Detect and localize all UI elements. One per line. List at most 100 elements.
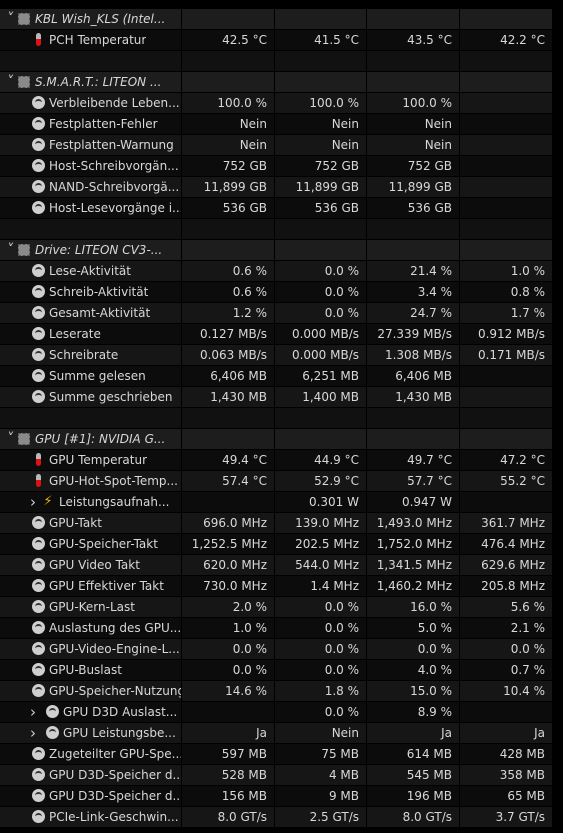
gauge-icon bbox=[30, 347, 46, 363]
sensor-name-cell: ˅ GPU [#1]: NVIDIA G... bbox=[0, 428, 181, 449]
sensor-row[interactable]: Schreibrate 0.063 MB/s 0.000 MB/s 1.308 MB/… bbox=[0, 344, 563, 365]
avg-value-cell bbox=[460, 113, 552, 134]
sensor-group-row[interactable]: ˅ KBL Wish_KLS (Intel... bbox=[0, 8, 563, 29]
sensor-row[interactable]: Gesamt-Aktivität 1.2 % 0.0 % 24.7 % 1.7 % bbox=[0, 302, 563, 323]
sensor-row[interactable]: Auslastung des GPU... 1.0 % 0.0 % 5.0 % 2.1 … bbox=[0, 617, 563, 638]
sensor-row[interactable]: Host-Lesevorgänge i... 536 GB 536 GB 536 GB bbox=[0, 197, 563, 218]
sensor-row[interactable]: Festplatten-Fehler Nein Nein Nein bbox=[0, 113, 563, 134]
chevron-right-icon[interactable]: › bbox=[30, 702, 36, 721]
chevron-down-icon[interactable]: ˅ bbox=[5, 430, 13, 447]
sensor-row[interactable]: GPU Temperatur 49.4 °C 44.9 °C 49.7 °C 47.2 … bbox=[0, 449, 563, 470]
sensor-name-cell: Summe gelesen bbox=[0, 365, 181, 386]
avg-value-cell bbox=[460, 365, 552, 386]
sensor-row[interactable]: GPU-Speicher-Takt 1,252.5 MHz 202.5 MHz 1,7… bbox=[0, 533, 563, 554]
sensor-row[interactable]: GPU-Hot-Spot-Temp... 57.4 °C 52.9 °C 57.7 °… bbox=[0, 470, 563, 491]
sensor-name-cell: GPU-Kern-Last bbox=[0, 596, 181, 617]
sensor-name-cell bbox=[0, 218, 181, 239]
min-value-cell: 0.0 % bbox=[275, 281, 366, 302]
sensor-row[interactable]: GPU Effektiver Takt 730.0 MHz 1.4 MHz 1,460… bbox=[0, 575, 563, 596]
avg-value-cell: 47.2 °C bbox=[460, 449, 552, 470]
sensor-group-row[interactable]: ˅ GPU [#1]: NVIDIA G... bbox=[0, 428, 563, 449]
current-value-cell: 1,430 MB bbox=[182, 386, 274, 407]
sensor-row[interactable]: › ⚡ Leistungsaufnah... 0.301 W 0.947 W bbox=[0, 491, 563, 512]
min-value-cell: 0.0 % bbox=[275, 659, 366, 680]
sensor-label: Summe gelesen bbox=[49, 368, 146, 383]
sensor-row[interactable]: GPU D3D-Speicher d... 528 MB 4 MB 545 MB 358… bbox=[0, 764, 563, 785]
max-value-cell bbox=[367, 8, 459, 29]
lightning-icon: ⚡ bbox=[43, 494, 53, 509]
avg-value-cell bbox=[460, 197, 552, 218]
sensor-row[interactable]: GPU-Buslast 0.0 % 0.0 % 4.0 % 0.7 % bbox=[0, 659, 563, 680]
sensor-row[interactable]: Lese-Aktivität 0.6 % 0.0 % 21.4 % 1.0 % bbox=[0, 260, 563, 281]
min-value-cell: Nein bbox=[275, 722, 366, 743]
sensor-row[interactable]: PCH Temperatur 42.5 °C 41.5 °C 43.5 °C 42.2 … bbox=[0, 29, 563, 50]
sensor-label: Lese-Aktivität bbox=[49, 263, 131, 278]
sensor-row[interactable]: Zugeteilter GPU-Spe... 597 MB 75 MB 614 MB 4… bbox=[0, 743, 563, 764]
avg-value-cell: 0.8 % bbox=[460, 281, 552, 302]
chevron-down-icon[interactable]: ˅ bbox=[5, 10, 13, 27]
current-value-cell bbox=[182, 491, 274, 512]
max-value-cell: Ja bbox=[367, 722, 459, 743]
avg-value-cell: 428 MB bbox=[460, 743, 552, 764]
chevron-right-icon[interactable]: › bbox=[30, 492, 36, 511]
sensor-row[interactable]: GPU-Kern-Last 2.0 % 0.0 % 16.0 % 5.6 % bbox=[0, 596, 563, 617]
sensor-row[interactable]: GPU-Takt 696.0 MHz 139.0 MHz 1,493.0 MHz 361… bbox=[0, 512, 563, 533]
gauge-icon bbox=[30, 599, 46, 615]
sensor-row[interactable]: › GPU Leistungsbe... Ja Nein Ja Ja bbox=[0, 722, 563, 743]
sensor-name-cell: GPU Effektiver Takt bbox=[0, 575, 181, 596]
current-value-cell bbox=[182, 428, 274, 449]
sensor-row[interactable]: GPU D3D-Speicher d... 156 MB 9 MB 196 MB 65 … bbox=[0, 785, 563, 806]
current-value-cell: Nein bbox=[182, 113, 274, 134]
sensor-row[interactable]: NAND-Schreibvorgä... 11,899 GB 11,899 GB 11… bbox=[0, 176, 563, 197]
avg-value-cell: 0.7 % bbox=[460, 659, 552, 680]
min-value-cell: 2.5 GT/s bbox=[275, 806, 366, 827]
max-value-cell: 5.0 % bbox=[367, 617, 459, 638]
min-value-cell: 52.9 °C bbox=[275, 470, 366, 491]
chip-icon bbox=[16, 74, 32, 90]
sensor-row[interactable]: Leserate 0.127 MB/s 0.000 MB/s 27.339 MB/s 0… bbox=[0, 323, 563, 344]
gauge-icon bbox=[44, 704, 60, 720]
min-value-cell: 9 MB bbox=[275, 785, 366, 806]
sensor-row[interactable]: Summe geschrieben 1,430 MB 1,400 MB 1,430 M… bbox=[0, 386, 563, 407]
gauge-icon bbox=[30, 578, 46, 594]
avg-value-cell bbox=[460, 491, 552, 512]
sensor-row[interactable]: Summe gelesen 6,406 MB 6,251 MB 6,406 MB bbox=[0, 365, 563, 386]
min-value-cell: 0.0 % bbox=[275, 302, 366, 323]
max-value-cell: 8.9 % bbox=[367, 701, 459, 722]
chevron-right-icon[interactable]: › bbox=[30, 723, 36, 742]
gauge-icon bbox=[30, 389, 46, 405]
thermometer-icon bbox=[30, 452, 46, 468]
sensor-group-row[interactable]: ˅ Drive: LITEON CV3-... bbox=[0, 239, 563, 260]
chevron-down-icon[interactable]: ˅ bbox=[5, 73, 13, 90]
sensor-label: Festplatten-Warnung bbox=[49, 137, 174, 152]
avg-value-cell bbox=[460, 176, 552, 197]
max-value-cell: 1,430 MB bbox=[367, 386, 459, 407]
sensor-label: Host-Lesevorgänge i... bbox=[49, 200, 181, 215]
max-value-cell bbox=[367, 50, 459, 71]
gauge-icon bbox=[30, 326, 46, 342]
sensor-row[interactable]: Festplatten-Warnung Nein Nein Nein bbox=[0, 134, 563, 155]
group-label: Drive: LITEON CV3-... bbox=[35, 242, 163, 257]
sensor-label: Zugeteilter GPU-Spe... bbox=[49, 746, 181, 761]
sensor-row[interactable]: › GPU D3D Auslast... 0.0 % 8.9 % bbox=[0, 701, 563, 722]
chevron-down-icon[interactable]: ˅ bbox=[5, 241, 13, 258]
current-value-cell bbox=[182, 71, 274, 92]
sensor-label: GPU-Kern-Last bbox=[49, 599, 135, 614]
sensor-label: GPU Effektiver Takt bbox=[49, 578, 164, 593]
min-value-cell: 1,400 MB bbox=[275, 386, 366, 407]
sensor-row[interactable]: Schreib-Aktivität 0.6 % 0.0 % 3.4 % 0.8 % bbox=[0, 281, 563, 302]
sensor-row[interactable]: GPU-Speicher-Nutzung 14.6 % 1.8 % 15.0 % 10.… bbox=[0, 680, 563, 701]
sensor-row[interactable]: PCIe-Link-Geschwin... 8.0 GT/s 2.5 GT/s 8.0… bbox=[0, 806, 563, 827]
sensor-row[interactable]: Verbleibende Leben... 100.0 % 100.0 % 100.0… bbox=[0, 92, 563, 113]
sensor-row[interactable]: GPU Video Takt 620.0 MHz 544.0 MHz 1,341.5 … bbox=[0, 554, 563, 575]
current-value-cell: 49.4 °C bbox=[182, 449, 274, 470]
sensor-row[interactable]: Host-Schreibvorgän... 752 GB 752 GB 752 GB bbox=[0, 155, 563, 176]
sensor-name-cell: GPU-Video-Engine-L... bbox=[0, 638, 181, 659]
avg-value-cell bbox=[460, 218, 552, 239]
sensor-row[interactable]: GPU-Video-Engine-L... 0.0 % 0.0 % 0.0 % 0.0 … bbox=[0, 638, 563, 659]
spacer-row bbox=[0, 218, 563, 239]
max-value-cell: 545 MB bbox=[367, 764, 459, 785]
sensor-group-row[interactable]: ˅ S.M.A.R.T.: LITEON ... bbox=[0, 71, 563, 92]
min-value-cell bbox=[275, 428, 366, 449]
